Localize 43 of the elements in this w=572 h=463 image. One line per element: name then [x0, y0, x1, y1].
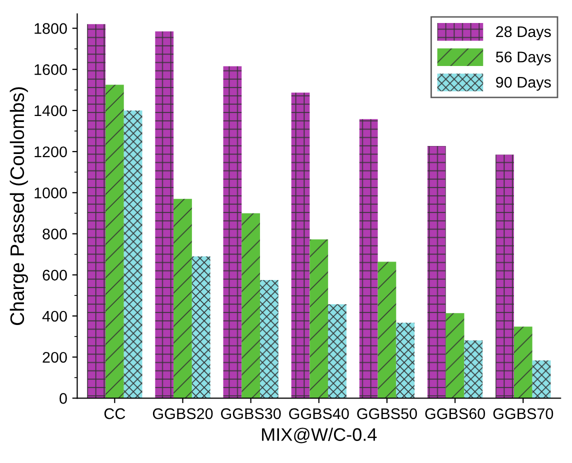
legend-label: 90 Days: [496, 76, 551, 91]
x-tick-label: GGBS50: [357, 408, 417, 420]
bar: [260, 280, 278, 398]
x-tick-label: GGBS70: [493, 408, 554, 420]
x-tick-label: GGBS20: [152, 408, 213, 420]
x-tick-label: GGBS40: [289, 408, 349, 420]
bar: [105, 84, 124, 398]
bar: [242, 213, 260, 398]
bar: [532, 360, 551, 398]
x-axis-title: MIX@W/C-0.4: [262, 428, 377, 444]
bar: [496, 154, 514, 398]
bar: [464, 340, 483, 398]
y-tick-label: 0: [60, 393, 67, 404]
bar: [396, 322, 415, 398]
bar: [155, 31, 174, 398]
bar: [446, 313, 464, 398]
bar: [359, 119, 378, 398]
y-tick-label: 1200: [34, 146, 67, 158]
bar: [192, 256, 210, 398]
legend-label: 28 Days: [496, 26, 551, 40]
y-axis-title: Charge Passed (Coulombs): [10, 87, 28, 325]
bar: [87, 24, 106, 398]
x-tick-label: GGBS30: [221, 408, 281, 420]
bar: [328, 304, 346, 398]
bar: [174, 198, 192, 398]
bar: [291, 92, 310, 398]
y-tick-label: 1800: [34, 23, 67, 34]
bar: [223, 66, 242, 398]
x-tick-label: CC: [104, 408, 126, 420]
bar: [378, 262, 396, 398]
y-tick-label: 1000: [34, 188, 67, 198]
bar: [310, 239, 328, 398]
x-tick-label: GGBS60: [425, 408, 486, 420]
bar: [514, 326, 532, 398]
y-tick-label: 800: [42, 228, 67, 240]
bar: [124, 110, 142, 398]
y-tick-label: 1400: [34, 105, 67, 116]
legend-label: 56 Days: [496, 52, 551, 66]
y-tick-label: 200: [42, 352, 67, 363]
bar: [427, 146, 446, 398]
y-tick-label: 1600: [34, 64, 67, 76]
y-tick-label: 400: [42, 310, 67, 322]
y-tick-label: 600: [42, 270, 67, 281]
